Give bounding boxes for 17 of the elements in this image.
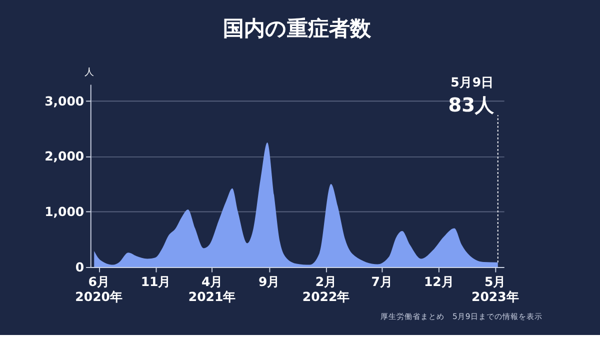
x-tick-label: 4月 2021年 [188,274,236,304]
x-tick-label: 5月 2023年 [471,274,520,304]
annotation: 5月9日 [450,74,494,90]
x-tick-label: 9月 [258,274,280,289]
x-tick-label: 12月 [424,274,454,289]
x-tick-label: 7月 [371,274,393,289]
y-axis-title: 人 [84,67,95,78]
x-tick-label: 11月 [140,274,172,289]
y-tick-label: 1,000 [44,204,84,219]
y-tick-label: 0 [75,259,84,274]
y-tick-label: 2,000 [44,148,84,164]
chart-title: 国内の重症者数 [223,15,372,40]
x-tick-label: 6月 2020年 [75,274,123,304]
y-tick-label: 3,000 [44,93,84,108]
text: 厚生労働省まとめ 5月9日までの情報を表示 [380,312,542,321]
annotation: 83人 [448,93,496,116]
x-tick-label: 2月 2022年 [302,274,350,304]
